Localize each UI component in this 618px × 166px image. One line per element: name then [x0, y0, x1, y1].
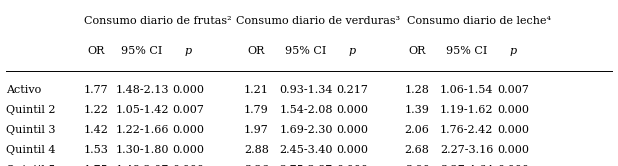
Text: 1.54-2.08: 1.54-2.08: [279, 105, 332, 115]
Text: 1.28: 1.28: [405, 85, 430, 95]
Text: 95% CI: 95% CI: [122, 46, 163, 56]
Text: 1.30-1.80: 1.30-1.80: [116, 145, 169, 155]
Text: 1.22: 1.22: [83, 105, 108, 115]
Text: 3.90: 3.90: [405, 165, 430, 166]
Text: 2.88: 2.88: [244, 145, 269, 155]
Text: 0.007: 0.007: [172, 105, 205, 115]
Text: p: p: [349, 46, 356, 56]
Text: 0.000: 0.000: [172, 165, 205, 166]
Text: 0.000: 0.000: [172, 145, 205, 155]
Text: 95% CI: 95% CI: [286, 46, 326, 56]
Text: 0.000: 0.000: [172, 85, 205, 95]
Text: 2.45-3.40: 2.45-3.40: [279, 145, 332, 155]
Text: Quintil 3: Quintil 3: [6, 125, 56, 135]
Text: 3.26: 3.26: [244, 165, 269, 166]
Text: OR: OR: [87, 46, 104, 56]
Text: 1.21: 1.21: [244, 85, 269, 95]
Text: p: p: [509, 46, 517, 56]
Text: 0.000: 0.000: [497, 125, 529, 135]
Text: 1.76-2.42: 1.76-2.42: [440, 125, 493, 135]
Text: 1.06-1.54: 1.06-1.54: [440, 85, 493, 95]
Text: 2.06: 2.06: [405, 125, 430, 135]
Text: Consumo diario de verduras³: Consumo diario de verduras³: [236, 16, 400, 26]
Text: 0.000: 0.000: [497, 165, 529, 166]
Text: 1.39: 1.39: [405, 105, 430, 115]
Text: 0.000: 0.000: [336, 145, 368, 155]
Text: 1.22-1.66: 1.22-1.66: [116, 125, 169, 135]
Text: 1.97: 1.97: [244, 125, 269, 135]
Text: 2.75-3.87: 2.75-3.87: [279, 165, 332, 166]
Text: 0.000: 0.000: [336, 165, 368, 166]
Text: Consumo diario de leche⁴: Consumo diario de leche⁴: [407, 16, 551, 26]
Text: 1.05-1.42: 1.05-1.42: [116, 105, 169, 115]
Text: 0.93-1.34: 0.93-1.34: [279, 85, 332, 95]
Text: 0.000: 0.000: [336, 125, 368, 135]
Text: 1.42: 1.42: [83, 125, 108, 135]
Text: Activo: Activo: [6, 85, 41, 95]
Text: 0.000: 0.000: [336, 105, 368, 115]
Text: 2.68: 2.68: [405, 145, 430, 155]
Text: 1.19-1.62: 1.19-1.62: [440, 105, 493, 115]
Text: OR: OR: [408, 46, 426, 56]
Text: 0.000: 0.000: [172, 125, 205, 135]
Text: Quintil 4: Quintil 4: [6, 145, 56, 155]
Text: 1.69-2.30: 1.69-2.30: [279, 125, 332, 135]
Text: Quintil 5: Quintil 5: [6, 165, 56, 166]
Text: 2.27-3.16: 2.27-3.16: [440, 145, 493, 155]
Text: 0.000: 0.000: [497, 145, 529, 155]
Text: 95% CI: 95% CI: [446, 46, 487, 56]
Text: 1.75: 1.75: [83, 165, 108, 166]
Text: 1.48-2.13: 1.48-2.13: [116, 85, 169, 95]
Text: 1.77: 1.77: [83, 85, 108, 95]
Text: Consumo diario de frutas²: Consumo diario de frutas²: [84, 16, 231, 26]
Text: 0.000: 0.000: [497, 105, 529, 115]
Text: 3.27-4.64: 3.27-4.64: [440, 165, 493, 166]
Text: Quintil 2: Quintil 2: [6, 105, 56, 115]
Text: 1.79: 1.79: [244, 105, 269, 115]
Text: OR: OR: [248, 46, 265, 56]
Text: p: p: [185, 46, 192, 56]
Text: 0.007: 0.007: [497, 85, 529, 95]
Text: 0.217: 0.217: [336, 85, 368, 95]
Text: 1.48-2.07: 1.48-2.07: [116, 165, 169, 166]
Text: 1.53: 1.53: [83, 145, 108, 155]
